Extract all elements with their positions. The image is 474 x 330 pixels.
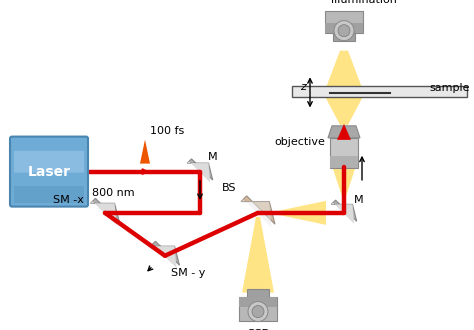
Polygon shape — [242, 217, 274, 293]
Polygon shape — [328, 126, 360, 138]
Polygon shape — [241, 199, 272, 228]
Polygon shape — [325, 96, 363, 125]
Text: SM - y: SM - y — [171, 268, 205, 278]
Text: illumination: illumination — [331, 0, 397, 5]
Polygon shape — [239, 297, 277, 320]
Polygon shape — [247, 288, 269, 297]
Text: M: M — [208, 151, 218, 162]
Circle shape — [334, 21, 354, 41]
Polygon shape — [330, 138, 358, 168]
Text: 100 fs: 100 fs — [150, 126, 184, 136]
Polygon shape — [140, 140, 150, 164]
Text: BS: BS — [222, 183, 237, 193]
Polygon shape — [325, 50, 363, 90]
Polygon shape — [151, 241, 180, 265]
Polygon shape — [325, 11, 363, 33]
Polygon shape — [151, 244, 176, 268]
Polygon shape — [331, 200, 357, 221]
Circle shape — [338, 25, 350, 37]
Polygon shape — [333, 169, 355, 195]
Text: z: z — [300, 82, 306, 92]
Polygon shape — [325, 23, 363, 33]
Bar — [292, 86, 467, 97]
Text: M: M — [354, 195, 364, 205]
Text: sample: sample — [429, 83, 470, 93]
Polygon shape — [187, 161, 210, 182]
Polygon shape — [91, 201, 117, 225]
Circle shape — [248, 302, 268, 321]
FancyBboxPatch shape — [14, 151, 84, 173]
Text: CCD: CCD — [246, 329, 270, 330]
Text: 800 nm: 800 nm — [92, 187, 135, 198]
Circle shape — [252, 306, 264, 317]
Polygon shape — [241, 196, 275, 224]
Polygon shape — [187, 159, 213, 180]
Polygon shape — [239, 297, 277, 307]
Text: SM -x: SM -x — [53, 195, 84, 205]
Polygon shape — [337, 124, 351, 140]
Polygon shape — [91, 198, 119, 222]
Polygon shape — [331, 203, 354, 224]
Polygon shape — [330, 156, 358, 168]
Polygon shape — [333, 33, 355, 41]
Polygon shape — [278, 201, 326, 225]
Text: Laser: Laser — [27, 165, 71, 179]
FancyBboxPatch shape — [10, 137, 88, 207]
Bar — [14, 186, 84, 203]
Text: objective: objective — [274, 137, 325, 147]
Polygon shape — [241, 196, 275, 224]
